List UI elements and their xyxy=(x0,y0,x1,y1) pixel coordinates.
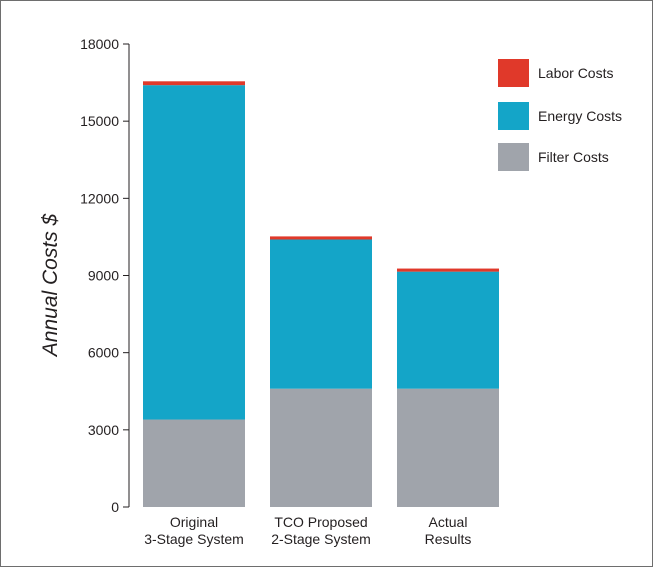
bar-energy-costs xyxy=(143,85,245,420)
legend-label: Energy Costs xyxy=(538,108,622,124)
bar-energy-costs xyxy=(270,239,372,389)
x-category-label: 3-Stage System xyxy=(144,531,244,547)
legend-swatch xyxy=(498,59,529,87)
y-ticks-group: 0 3000 6000 9000 12000 15000 18000 xyxy=(80,36,129,515)
legend-label: Filter Costs xyxy=(538,149,609,165)
legend-swatch xyxy=(498,102,529,130)
y-tick-label: 0 xyxy=(111,499,119,515)
y-axis-label: Annual Costs $ xyxy=(39,213,62,358)
bar-filter-costs xyxy=(397,388,499,507)
x-category-label: Original xyxy=(170,514,218,530)
bar-labor-costs xyxy=(270,236,372,240)
x-category-label: 2-Stage System xyxy=(271,531,371,547)
bars-group xyxy=(143,81,499,507)
bar-labor-costs xyxy=(143,81,245,86)
y-tick-label: 6000 xyxy=(88,345,119,361)
bar-filter-costs xyxy=(270,388,372,507)
bar-labor-costs xyxy=(397,268,499,272)
legend-label: Labor Costs xyxy=(538,65,613,81)
bar-energy-costs xyxy=(397,271,499,389)
x-category-label: Actual xyxy=(429,514,468,530)
x-category-label: TCO Proposed xyxy=(274,514,367,530)
x-category-label: Results xyxy=(425,531,472,547)
y-tick-label: 9000 xyxy=(88,268,119,284)
legend: Labor Costs Energy Costs Filter Costs xyxy=(498,59,622,171)
y-tick-label: 18000 xyxy=(80,36,119,52)
legend-swatch xyxy=(498,143,529,171)
y-tick-label: 12000 xyxy=(80,190,119,206)
y-tick-label: 3000 xyxy=(88,422,119,438)
y-tick-label: 15000 xyxy=(80,113,119,129)
bar-filter-costs xyxy=(143,419,245,507)
